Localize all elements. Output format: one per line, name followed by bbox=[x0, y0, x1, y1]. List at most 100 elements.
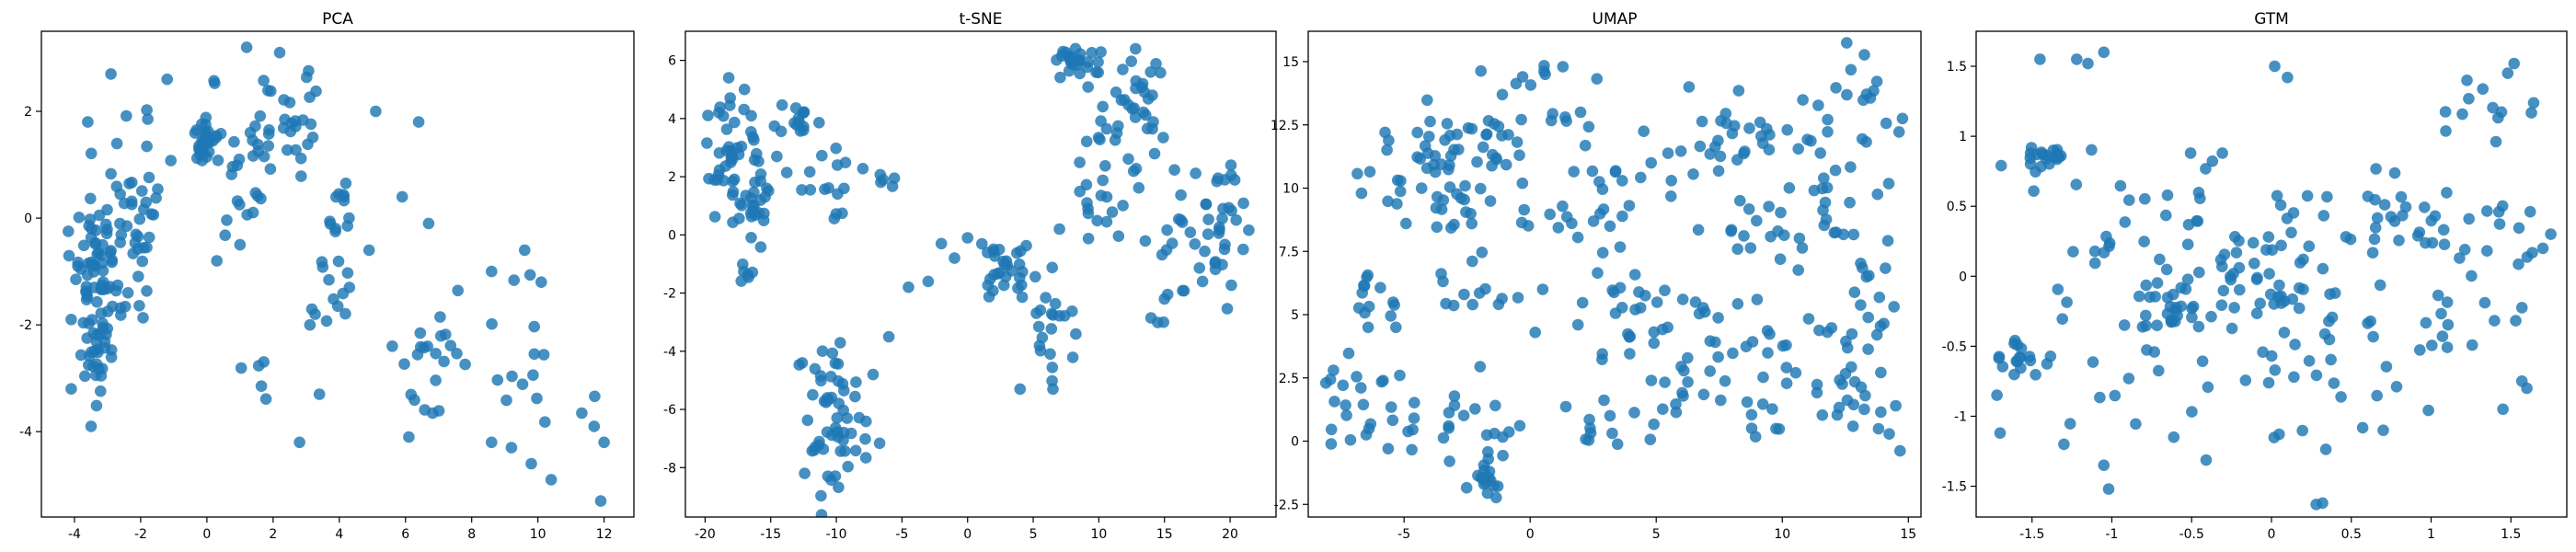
scatter-point bbox=[1875, 366, 1887, 379]
scatter-point bbox=[796, 184, 808, 196]
scatter-point bbox=[1142, 93, 1155, 105]
scatter-point bbox=[421, 340, 434, 352]
scatter-point bbox=[1845, 63, 1857, 76]
scatter-point bbox=[2086, 144, 2098, 156]
scatter-point bbox=[2122, 373, 2135, 385]
scatter-point bbox=[2388, 167, 2401, 179]
scatter-point bbox=[1465, 208, 1477, 220]
scatter-point bbox=[323, 273, 335, 286]
scatter-point bbox=[1592, 267, 1604, 280]
scatter-point bbox=[2233, 235, 2245, 247]
scatter-point bbox=[2273, 428, 2285, 441]
scatter-point bbox=[1571, 231, 1584, 244]
scatter-point bbox=[813, 117, 825, 129]
scatter-point bbox=[780, 167, 793, 178]
scatter-point bbox=[1609, 166, 1622, 178]
scatter-point bbox=[1200, 198, 1213, 211]
scatter-point bbox=[2286, 293, 2299, 305]
scatter-point bbox=[295, 170, 307, 182]
scatter-point bbox=[2437, 224, 2450, 236]
scatter-point bbox=[219, 229, 231, 241]
scatter-point bbox=[2030, 369, 2041, 381]
scatter-point bbox=[2239, 374, 2252, 386]
scatter-point bbox=[816, 149, 828, 162]
scatter-point bbox=[2061, 296, 2073, 308]
scatter-point bbox=[1383, 134, 1395, 146]
scatter-point bbox=[282, 144, 293, 156]
x-tick-label: 12 bbox=[596, 527, 613, 542]
scatter-point bbox=[1448, 390, 1461, 402]
scatter-point bbox=[1475, 64, 1487, 77]
scatter-point bbox=[1896, 112, 1909, 125]
scatter-point bbox=[1855, 258, 1867, 270]
x-tick-label: 5 bbox=[1652, 527, 1661, 542]
scatter-point bbox=[1480, 128, 1493, 141]
scatter-point bbox=[1148, 147, 1161, 160]
axes-frame bbox=[684, 30, 1277, 518]
scatter-point bbox=[1766, 403, 1778, 415]
scatter-point bbox=[1053, 223, 1065, 236]
scatter-point bbox=[85, 147, 98, 160]
scatter-point bbox=[86, 223, 98, 235]
scatter-point bbox=[115, 228, 128, 241]
scatter-point bbox=[1199, 245, 1211, 258]
scatter-point bbox=[414, 327, 427, 339]
scatter-point bbox=[2088, 245, 2101, 258]
scatter-point bbox=[1225, 159, 1237, 171]
scatter-point bbox=[2513, 258, 2524, 270]
scatter-point bbox=[589, 390, 601, 403]
x-tick-label: -1.5 bbox=[2019, 527, 2044, 542]
scatter-point bbox=[2248, 258, 2260, 270]
scatter-point bbox=[1381, 144, 1393, 156]
scatter-point bbox=[724, 92, 736, 104]
scatter-point bbox=[1764, 328, 1776, 340]
scatter-point bbox=[531, 392, 543, 405]
scatter-point bbox=[1883, 428, 1895, 441]
scatter-point bbox=[1394, 185, 1407, 198]
scatter-point bbox=[1477, 141, 1489, 154]
scatter-point bbox=[1582, 121, 1595, 133]
scatter-point bbox=[2461, 75, 2473, 86]
scatter-point bbox=[2098, 46, 2110, 59]
scatter-point bbox=[1611, 438, 1624, 451]
scatter-point bbox=[803, 166, 816, 178]
scatter-point bbox=[2151, 319, 2163, 332]
scatter-point bbox=[1814, 147, 1826, 159]
scatter-point bbox=[1858, 403, 1870, 416]
scatter-point bbox=[2317, 210, 2330, 222]
scatter-point bbox=[1325, 438, 1338, 450]
scatter-point bbox=[121, 287, 134, 299]
scatter-point bbox=[836, 377, 849, 390]
y-tick-label: -2 bbox=[19, 318, 32, 333]
x-tick-label: 8 bbox=[467, 527, 476, 542]
scatter-point bbox=[1841, 37, 1853, 49]
scatter-point bbox=[1045, 323, 1058, 335]
scatter-point bbox=[1212, 172, 1225, 184]
scatter-point bbox=[1157, 132, 1169, 144]
scatter-point bbox=[1106, 206, 1119, 218]
y-tick-label: 7.5 bbox=[1279, 245, 1299, 259]
scatter-point bbox=[343, 282, 356, 293]
scatter-point bbox=[949, 252, 960, 264]
scatter-point bbox=[1100, 215, 1113, 228]
scatter-point bbox=[1478, 459, 1490, 471]
scatter-point bbox=[882, 330, 895, 343]
scatter-point bbox=[1451, 128, 1464, 141]
scatter-point bbox=[2369, 222, 2382, 234]
scatter-point bbox=[1704, 365, 1716, 377]
scatter-point bbox=[935, 237, 948, 250]
scatter-point bbox=[731, 142, 743, 154]
scatter-point bbox=[1466, 255, 1478, 268]
scatter-point bbox=[2317, 262, 2329, 275]
scatter-point bbox=[2395, 190, 2408, 203]
scatter-point bbox=[2369, 193, 2381, 206]
x-tick-label: -10 bbox=[826, 527, 847, 542]
scatter-point bbox=[1770, 422, 1782, 435]
scatter-point bbox=[2425, 214, 2437, 227]
scatter-point bbox=[2432, 289, 2444, 302]
scatter-point bbox=[273, 46, 286, 59]
scatter-point bbox=[1821, 181, 1834, 194]
y-tick-label: -0.5 bbox=[1942, 339, 1967, 354]
scatter-point bbox=[82, 116, 94, 128]
scatter-point bbox=[1122, 98, 1134, 111]
